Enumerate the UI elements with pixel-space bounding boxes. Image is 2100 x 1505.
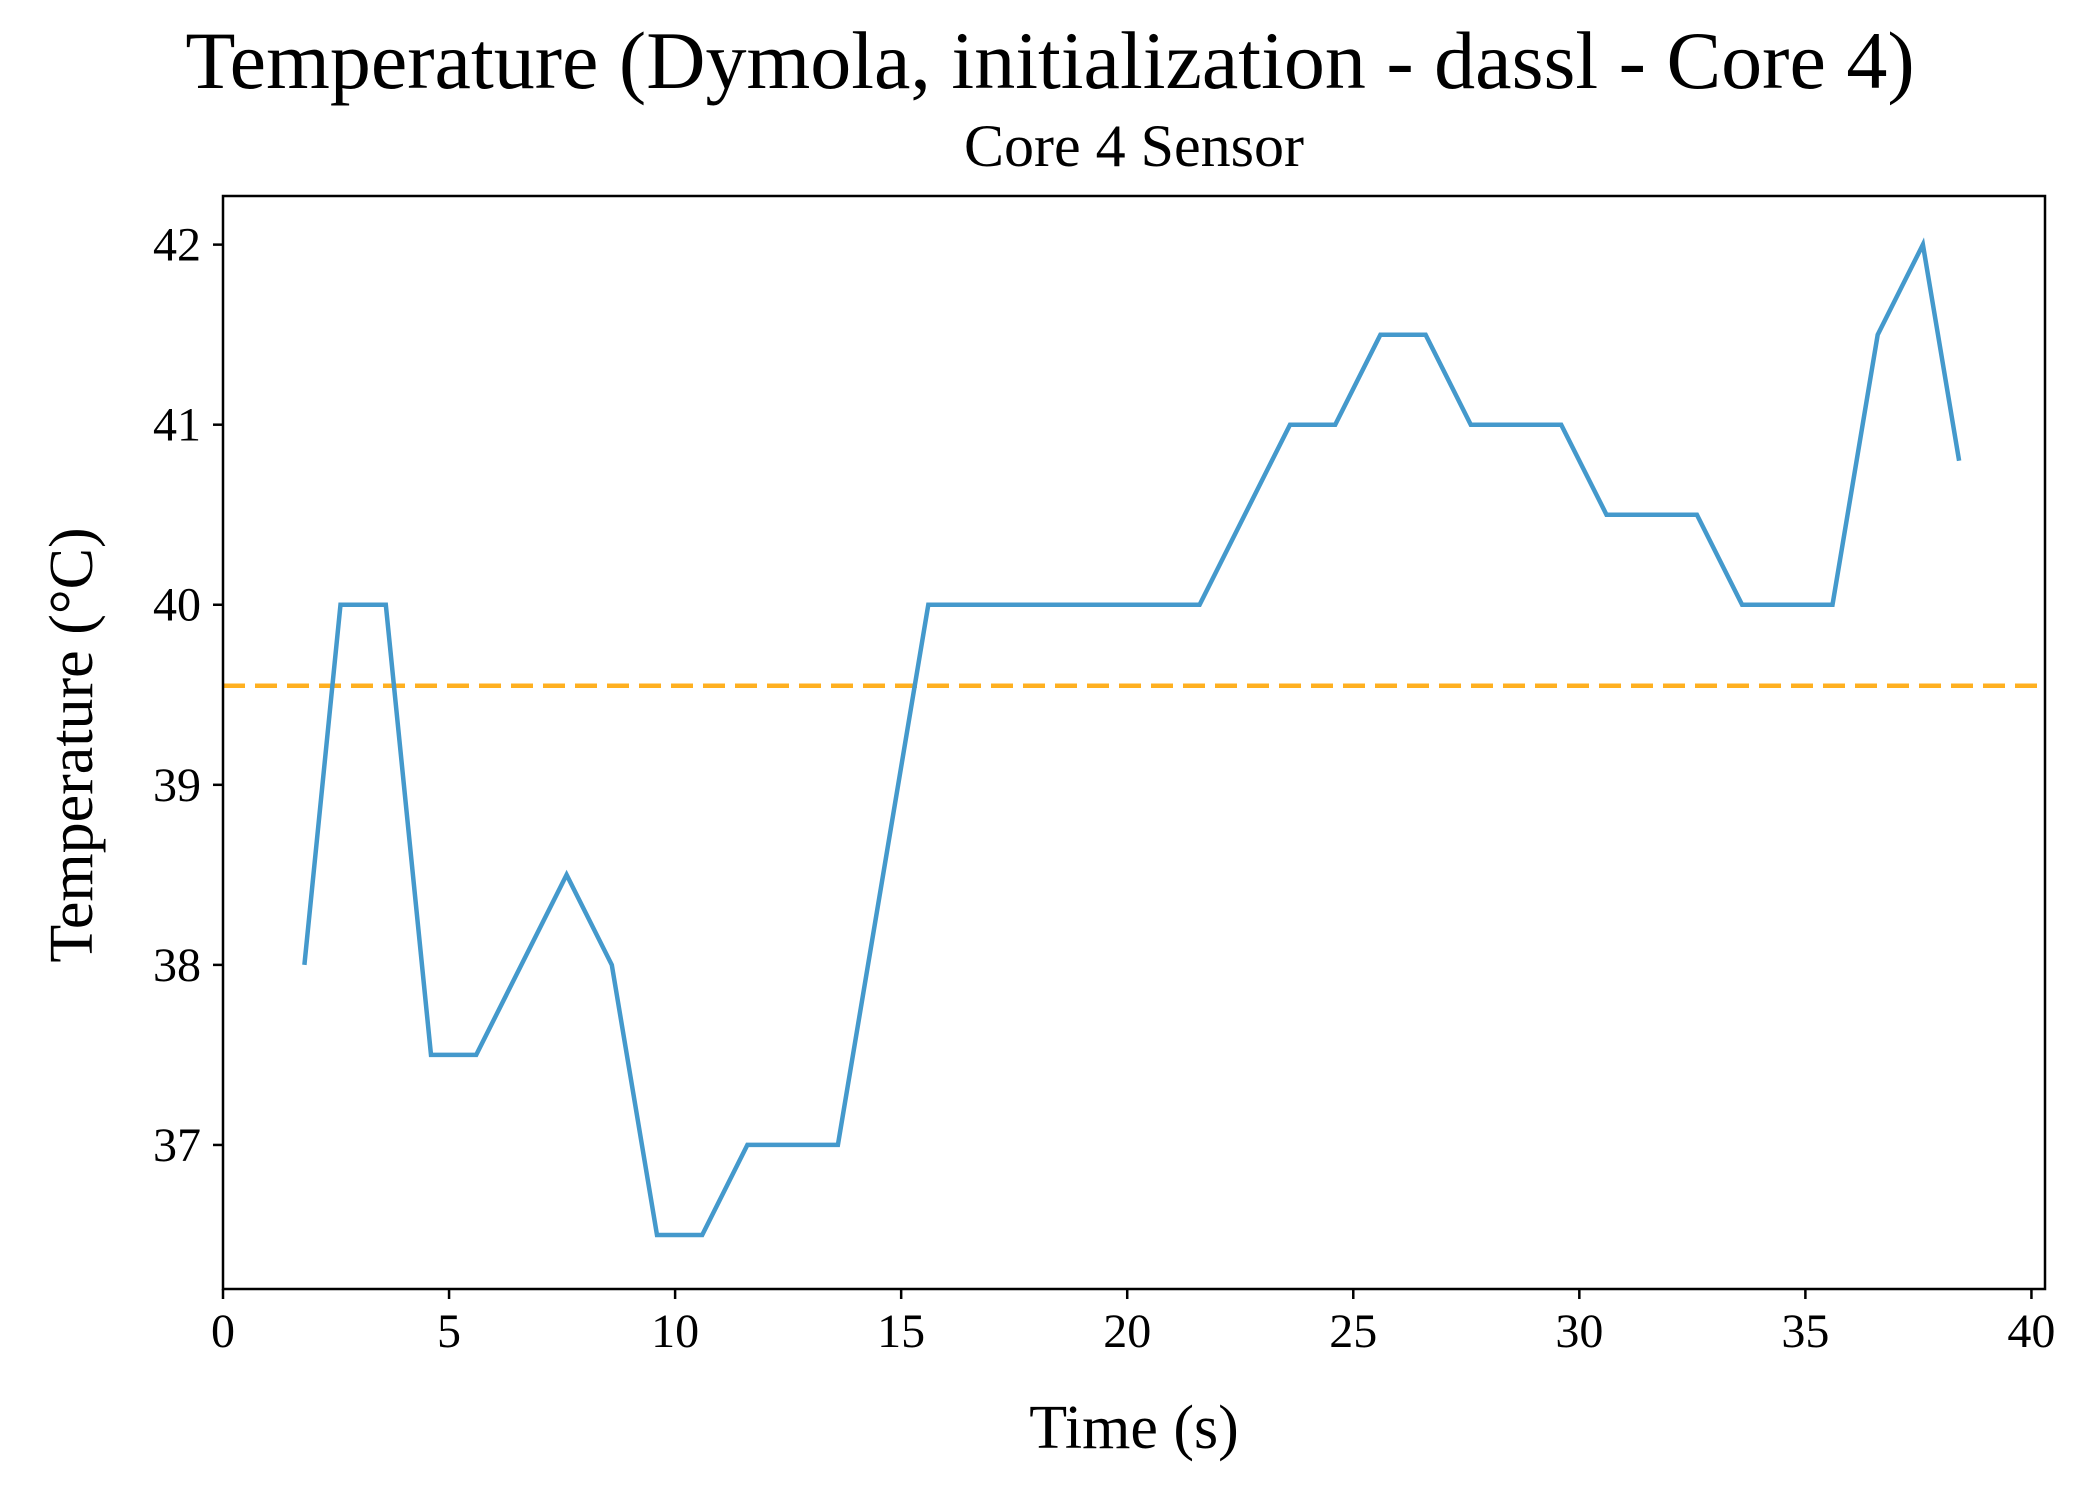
y-axis-label: Temperature (°C): [38, 527, 106, 962]
y-tick-label: 41: [153, 399, 201, 452]
x-tick-label: 25: [1329, 1305, 1377, 1358]
x-tick-label: 20: [1103, 1305, 1151, 1358]
y-tick-label: 37: [153, 1119, 201, 1172]
chart-suptitle: Temperature (Dymola, initialization - da…: [185, 15, 1914, 106]
y-tick-label: 38: [153, 939, 201, 992]
x-tick-label: 0: [211, 1305, 235, 1358]
x-tick-label: 15: [877, 1305, 925, 1358]
x-tick-label: 40: [2007, 1305, 2055, 1358]
x-tick-label: 5: [437, 1305, 461, 1358]
x-tick-label: 35: [1781, 1305, 1829, 1358]
x-tick-label: 30: [1555, 1305, 1603, 1358]
plot-area: 0 5 10 15 20 25 30 35 40 37 38 39 40 41 42: [153, 194, 2055, 1358]
y-tick-label: 40: [153, 579, 201, 632]
x-tick-label: 10: [651, 1305, 699, 1358]
chart-title: Core 4 Sensor: [964, 113, 1304, 179]
plot-frame: [221, 194, 2047, 1291]
x-axis-label: Time (s): [1029, 1394, 1239, 1462]
series-line-0: [302, 237, 1962, 1238]
y-tick-label: 39: [153, 759, 201, 812]
y-tick-label: 42: [153, 219, 201, 272]
